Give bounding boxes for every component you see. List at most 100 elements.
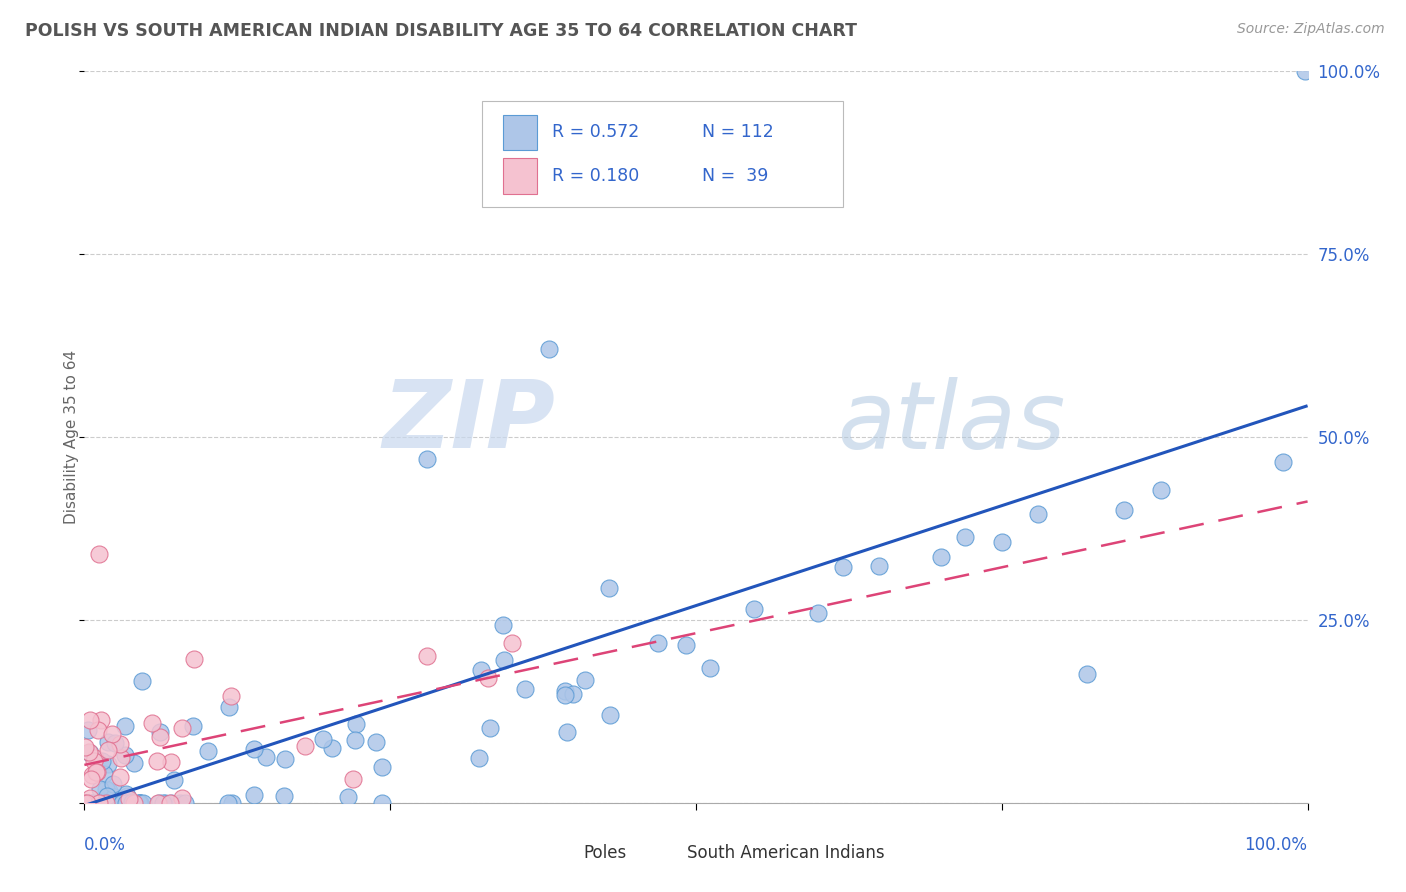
- Point: [675, 638, 697, 652]
- Point: [82, 796, 104, 810]
- Point: [89, 781, 111, 796]
- Point: [758, 188, 780, 202]
- Point: [101, 777, 124, 791]
- Point: [554, 684, 576, 698]
- Point: [107, 796, 129, 810]
- Point: [115, 796, 138, 810]
- Point: [172, 791, 194, 805]
- Point: [122, 796, 145, 810]
- Point: [344, 732, 367, 747]
- Point: [77, 746, 100, 760]
- Bar: [550, 841, 576, 864]
- Bar: [503, 159, 537, 194]
- Point: [149, 725, 172, 739]
- Point: [87, 723, 110, 737]
- Point: [492, 618, 515, 632]
- Point: [336, 790, 359, 805]
- Point: [91, 796, 114, 810]
- Point: [807, 606, 830, 620]
- Point: [91, 755, 114, 769]
- Point: [82, 796, 104, 810]
- Text: Poles: Poles: [583, 844, 627, 862]
- Point: [73, 796, 96, 810]
- Point: [83, 751, 105, 765]
- Point: [513, 681, 536, 696]
- Text: POLISH VS SOUTH AMERICAN INDIAN DISABILITY AGE 35 TO 64 CORRELATION CHART: POLISH VS SOUTH AMERICAN INDIAN DISABILI…: [25, 22, 858, 40]
- Point: [598, 581, 620, 595]
- Point: [181, 719, 204, 733]
- Point: [494, 653, 516, 667]
- Point: [117, 789, 139, 804]
- Point: [94, 796, 117, 810]
- Point: [953, 531, 976, 545]
- Point: [169, 796, 191, 810]
- Point: [96, 796, 118, 810]
- Point: [105, 796, 128, 810]
- Point: [122, 796, 145, 810]
- Point: [699, 661, 721, 675]
- Point: [146, 754, 169, 768]
- Point: [574, 673, 596, 688]
- Point: [370, 760, 392, 774]
- Point: [132, 796, 155, 810]
- Point: [128, 796, 150, 810]
- Point: [742, 601, 765, 615]
- Point: [115, 787, 138, 801]
- Point: [831, 560, 853, 574]
- Point: [73, 739, 96, 754]
- Point: [89, 796, 111, 810]
- Point: [1150, 483, 1173, 497]
- Point: [146, 796, 169, 810]
- Point: [647, 636, 669, 650]
- Point: [105, 796, 128, 810]
- Point: [121, 796, 143, 810]
- Point: [562, 687, 585, 701]
- Point: [219, 690, 242, 704]
- Point: [115, 796, 138, 810]
- Text: atlas: atlas: [837, 377, 1064, 468]
- Point: [80, 772, 103, 786]
- Text: 100.0%: 100.0%: [1244, 836, 1308, 854]
- Text: R = 0.572: R = 0.572: [551, 123, 638, 141]
- Point: [82, 768, 104, 782]
- Point: [108, 770, 131, 784]
- Point: [538, 343, 561, 357]
- Point: [112, 796, 135, 810]
- Point: [1076, 666, 1098, 681]
- Point: [111, 796, 134, 810]
- Point: [468, 751, 491, 765]
- Point: [77, 723, 100, 738]
- Point: [97, 796, 120, 810]
- Point: [79, 713, 101, 727]
- Point: [555, 725, 578, 739]
- Text: R = 0.180: R = 0.180: [551, 167, 638, 185]
- Point: [76, 796, 98, 810]
- Point: [342, 772, 364, 787]
- Point: [97, 735, 120, 749]
- Point: [128, 796, 150, 810]
- Point: [94, 781, 117, 796]
- Bar: [503, 114, 537, 150]
- Point: [991, 535, 1014, 549]
- Point: [174, 796, 197, 810]
- Point: [84, 796, 107, 810]
- Point: [104, 796, 127, 810]
- Point: [1028, 507, 1050, 521]
- Point: [97, 796, 120, 810]
- Point: [218, 700, 240, 714]
- Point: [1114, 503, 1136, 517]
- Point: [101, 727, 124, 741]
- Point: [96, 743, 118, 757]
- Point: [159, 796, 181, 810]
- Text: N =  39: N = 39: [702, 167, 769, 185]
- Point: [97, 757, 120, 772]
- Point: [107, 796, 129, 810]
- Text: South American Indians: South American Indians: [688, 844, 884, 862]
- Point: [97, 796, 120, 810]
- Point: [344, 716, 367, 731]
- Point: [98, 784, 121, 798]
- Point: [1294, 64, 1316, 78]
- Point: [312, 732, 335, 747]
- Point: [90, 794, 112, 808]
- Point: [93, 767, 115, 781]
